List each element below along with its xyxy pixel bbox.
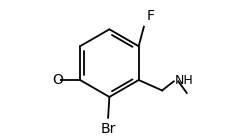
Text: NH: NH — [175, 74, 194, 87]
Text: O: O — [52, 73, 64, 87]
Text: Br: Br — [100, 122, 116, 136]
Text: F: F — [146, 9, 154, 23]
